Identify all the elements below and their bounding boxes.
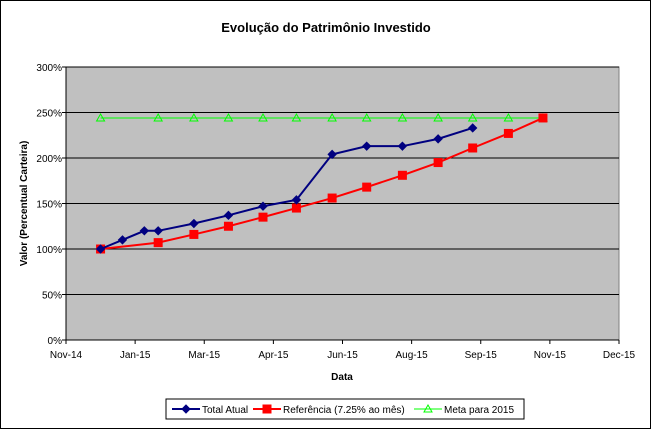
y-tick-label: 0% xyxy=(48,336,63,347)
legend-label: Meta para 2015 xyxy=(444,405,514,416)
x-tick-label: Nov-15 xyxy=(534,350,567,361)
data-point xyxy=(139,226,150,236)
y-tick-label: 250% xyxy=(36,109,62,120)
data-point xyxy=(397,170,407,180)
data-point xyxy=(189,112,199,122)
data-point xyxy=(189,229,199,239)
legend-marker xyxy=(423,403,433,413)
x-tick-label: Jun-15 xyxy=(327,350,358,361)
data-point xyxy=(397,141,408,151)
series-layer xyxy=(95,112,548,254)
legend-label: Total Atual xyxy=(202,405,248,416)
series-diamond xyxy=(95,123,478,254)
chart-title: Evolução do Patrimônio Investido xyxy=(221,20,431,35)
data-point xyxy=(503,112,514,122)
y-tick-label: 100% xyxy=(36,245,62,256)
y-tick-label: 150% xyxy=(36,200,62,211)
data-point xyxy=(467,112,478,122)
data-point xyxy=(95,112,106,122)
y-tick-label: 300% xyxy=(36,63,62,74)
data-point xyxy=(153,112,164,122)
x-tick-label: Dec-15 xyxy=(603,350,636,361)
data-point xyxy=(361,141,372,151)
x-tick-label: Jan-15 xyxy=(120,350,151,361)
x-tick-label: Aug-15 xyxy=(396,350,429,361)
data-point xyxy=(223,221,233,231)
data-point xyxy=(95,244,106,254)
x-axis-ticks: Nov-14 Jan-15 Mar-15 Apr-15 Jun-15 Aug-15 Sep-… xyxy=(50,340,636,361)
data-point xyxy=(153,226,163,236)
data-point xyxy=(117,235,128,245)
legend-marker xyxy=(181,404,191,414)
data-point xyxy=(433,134,443,144)
x-tick-label: Mar-15 xyxy=(188,350,220,361)
data-point xyxy=(468,143,478,153)
data-point xyxy=(258,201,268,211)
data-point xyxy=(397,112,408,122)
series-square xyxy=(96,113,548,254)
data-point xyxy=(189,218,199,229)
data-point xyxy=(223,210,234,221)
data-point xyxy=(538,113,548,123)
legend: Total Atual Referência (7.25% ao mês) Meta… xyxy=(165,398,525,420)
data-point xyxy=(291,112,302,122)
x-tick-label: Apr-15 xyxy=(258,350,288,361)
data-point xyxy=(258,112,268,122)
y-tick-label: 50% xyxy=(42,291,62,302)
gridlines xyxy=(66,66,619,295)
data-point xyxy=(327,149,337,160)
x-axis-title: Data xyxy=(331,372,353,383)
y-axis-ticks: 0% 50% 100% 150% 200% 250% 300% xyxy=(36,63,66,347)
data-point xyxy=(291,203,301,213)
x-tick-label: Sep-15 xyxy=(465,350,498,361)
data-point xyxy=(153,238,163,248)
data-point xyxy=(327,112,337,122)
data-point xyxy=(327,193,337,203)
data-point xyxy=(503,128,513,138)
data-point xyxy=(467,123,478,133)
legend-marker xyxy=(262,404,272,414)
legend-box xyxy=(165,398,525,420)
data-point xyxy=(433,158,443,168)
data-point xyxy=(258,212,268,222)
data-point xyxy=(223,112,234,122)
x-tick-label: Nov-14 xyxy=(50,350,83,361)
data-point xyxy=(361,112,372,122)
y-axis-title: Valor (Percentual Carteira) xyxy=(19,141,30,267)
data-point xyxy=(291,195,302,205)
y-tick-label: 200% xyxy=(36,154,62,165)
data-point xyxy=(433,112,443,122)
legend-label: Referência (7.25% ao mês) xyxy=(283,405,405,416)
data-point xyxy=(362,182,372,192)
